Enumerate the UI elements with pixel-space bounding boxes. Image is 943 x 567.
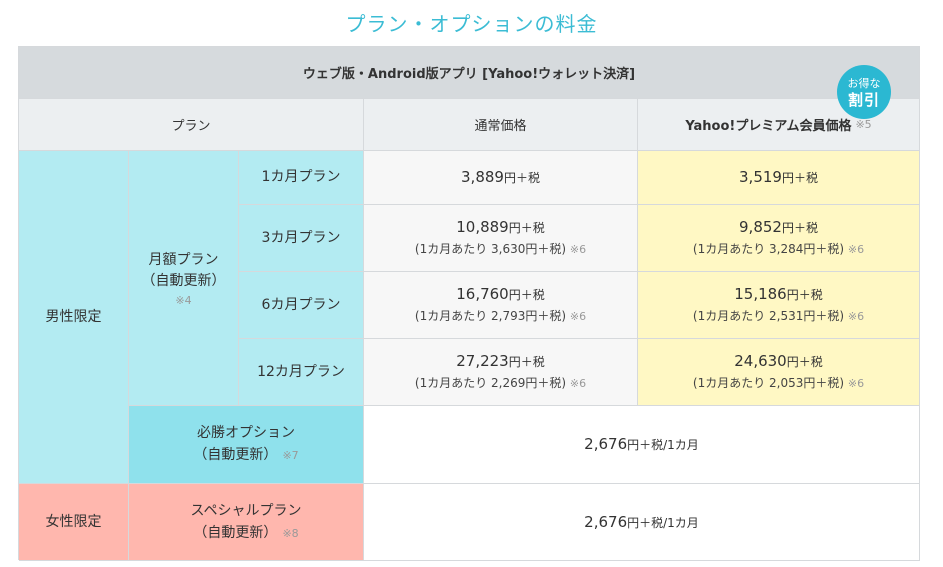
monthly-plan-line1: 月額プラン — [148, 251, 219, 268]
victory-option-price-line: 2,676円＋税/1カ月 — [584, 433, 699, 456]
male-only-text: 男性限定 — [45, 308, 102, 325]
premium-per-month-text: (1カ月あたり 3,284円＋税) — [692, 242, 845, 256]
plan-name-12month: 12カ月プラン — [239, 339, 364, 406]
col-header-plan: プラン — [19, 99, 364, 151]
victory-option-price: 2,676円＋税/1カ月 — [364, 406, 920, 484]
sub-note: ※6 — [847, 243, 865, 256]
pricing-table: ウェブ版・Android版アプリ [Yahoo!ウォレット決済] プラン 通常価… — [18, 46, 920, 561]
regular-per-month-text: (1カ月あたり 2,269円＋税) — [414, 376, 567, 390]
discount-badge-line2: 割引 — [847, 91, 880, 109]
special-plan-label: スペシャルプラン （自動更新） ※8 — [129, 484, 364, 561]
premium-price-1month: 3,519円＋税 — [638, 151, 920, 205]
yen-tax-month-text: 円＋税/1カ月 — [627, 438, 699, 452]
special-plan-price: 2,676円＋税/1カ月 — [364, 484, 920, 561]
female-only-label: 女性限定 — [19, 484, 129, 561]
special-plan-note: ※8 — [282, 526, 299, 540]
regular-per-month-text: (1カ月あたり 2,793円＋税) — [414, 309, 567, 323]
top-header-text: ウェブ版・Android版アプリ [Yahoo!ウォレット決済] — [302, 67, 636, 82]
plan-name-1month: 1カ月プラン — [239, 151, 364, 205]
female-only-text: 女性限定 — [45, 513, 102, 530]
premium-price-value: 24,630 — [734, 352, 787, 370]
regular-per-month: (1カ月あたり 2,269円＋税) ※6 — [415, 373, 586, 394]
yen-tax-text: 円＋税 — [503, 171, 540, 185]
premium-price-3month: 9,852円＋税 (1カ月あたり 3,284円＋税) ※6 — [638, 205, 920, 272]
special-plan-price-value: 2,676 — [584, 512, 628, 531]
premium-price-line: 15,186円＋税 — [734, 283, 823, 306]
regular-price-3month: 10,889円＋税 (1カ月あたり 3,630円＋税) ※6 — [364, 205, 638, 272]
sub-note: ※6 — [847, 310, 865, 323]
regular-price-value: 27,223 — [456, 352, 509, 370]
special-plan-line2: （自動更新） — [193, 524, 278, 541]
regular-price-line: 3,889円＋税 — [461, 166, 540, 189]
yen-tax-text: 円＋税 — [781, 171, 818, 185]
sub-note: ※6 — [569, 377, 587, 390]
plan-name-text: 3カ月プラン — [261, 229, 341, 246]
plan-name-3month: 3カ月プラン — [239, 205, 364, 272]
premium-price-6month: 15,186円＋税 (1カ月あたり 2,531円＋税) ※6 — [638, 272, 920, 339]
yen-tax-text: 円＋税 — [786, 288, 823, 302]
regular-price-value: 10,889 — [456, 218, 509, 236]
premium-per-month-text: (1カ月あたり 2,053円＋税) — [692, 376, 845, 390]
regular-price-value: 16,760 — [456, 285, 509, 303]
sub-note: ※6 — [847, 377, 865, 390]
regular-price-line: 27,223円＋税 — [456, 350, 545, 373]
col-plan-label: プラン — [171, 119, 211, 134]
col-regular-label: 通常価格 — [474, 119, 527, 134]
table-top-header: ウェブ版・Android版アプリ [Yahoo!ウォレット決済] — [19, 47, 920, 99]
regular-price-6month: 16,760円＋税 (1カ月あたり 2,793円＋税) ※6 — [364, 272, 638, 339]
regular-per-month: (1カ月あたり 3,630円＋税) ※6 — [415, 239, 586, 260]
victory-option-line2-wrap: （自動更新） ※7 — [193, 444, 298, 466]
premium-per-month-text: (1カ月あたり 2,531円＋税) — [692, 309, 845, 323]
regular-price-1month: 3,889円＋税 — [364, 151, 638, 205]
male-only-label: 男性限定 — [19, 151, 129, 484]
premium-price-line: 3,519円＋税 — [739, 166, 818, 189]
victory-option-line2: （自動更新） — [193, 447, 278, 463]
page-title: プラン・オプションの料金 — [345, 12, 598, 36]
yen-tax-text: 円＋税 — [508, 288, 545, 302]
col-premium-label: Yahoo!プレミアム会員価格 — [685, 119, 852, 134]
yen-tax-text: 円＋税 — [781, 221, 818, 235]
sub-note: ※6 — [569, 243, 587, 256]
plan-name-6month: 6カ月プラン — [239, 272, 364, 339]
plan-name-text: 1カ月プラン — [261, 169, 341, 185]
yen-tax-text: 円＋税 — [508, 221, 545, 235]
monthly-plan-label: 月額プラン （自動更新） ※4 — [129, 151, 239, 406]
plan-name-text: 6カ月プラン — [261, 296, 341, 313]
premium-price-12month: 24,630円＋税 (1カ月あたり 2,053円＋税) ※6 — [638, 339, 920, 406]
premium-price-value: 3,519 — [739, 168, 782, 186]
premium-price-line: 9,852円＋税 — [739, 216, 818, 239]
special-plan-price-line: 2,676円＋税/1カ月 — [584, 511, 699, 534]
premium-price-value: 9,852 — [739, 218, 782, 236]
sub-note: ※6 — [569, 310, 587, 323]
special-plan-line1: スペシャルプラン — [190, 502, 302, 519]
regular-per-month: (1カ月あたり 2,793円＋税) ※6 — [415, 306, 586, 327]
col-header-regular: 通常価格 — [364, 99, 638, 151]
premium-price-line: 24,630円＋税 — [734, 350, 823, 373]
yen-tax-month-text: 円＋税/1カ月 — [627, 515, 699, 530]
yen-tax-text: 円＋税 — [786, 355, 823, 369]
yen-tax-text: 円＋税 — [508, 355, 545, 369]
victory-option-note: ※7 — [282, 449, 299, 462]
regular-price-line: 16,760円＋税 — [456, 283, 545, 306]
premium-per-month: (1カ月あたり 2,531円＋税) ※6 — [693, 306, 864, 327]
victory-option-line1: 必勝オプション — [197, 425, 295, 441]
regular-price-line: 10,889円＋税 — [456, 216, 545, 239]
monthly-plan-line2: （自動更新） — [141, 272, 226, 289]
victory-option-label: 必勝オプション （自動更新） ※7 — [129, 406, 364, 484]
premium-per-month: (1カ月あたり 3,284円＋税) ※6 — [693, 239, 864, 260]
regular-price-value: 3,889 — [461, 168, 504, 186]
regular-price-12month: 27,223円＋税 (1カ月あたり 2,269円＋税) ※6 — [364, 339, 638, 406]
special-plan-line2-wrap: （自動更新） ※8 — [193, 522, 298, 544]
monthly-plan-note: ※4 — [175, 293, 192, 307]
discount-badge-line1: お得な — [847, 77, 881, 90]
discount-badge: お得な 割引 — [837, 65, 891, 119]
premium-per-month: (1カ月あたり 2,053円＋税) ※6 — [693, 373, 864, 394]
plan-name-text: 12カ月プラン — [257, 363, 345, 380]
col-premium-note: ※5 — [855, 118, 872, 131]
victory-option-price-value: 2,676 — [584, 435, 628, 453]
regular-per-month-text: (1カ月あたり 3,630円＋税) — [414, 242, 567, 256]
premium-price-value: 15,186 — [734, 285, 787, 303]
